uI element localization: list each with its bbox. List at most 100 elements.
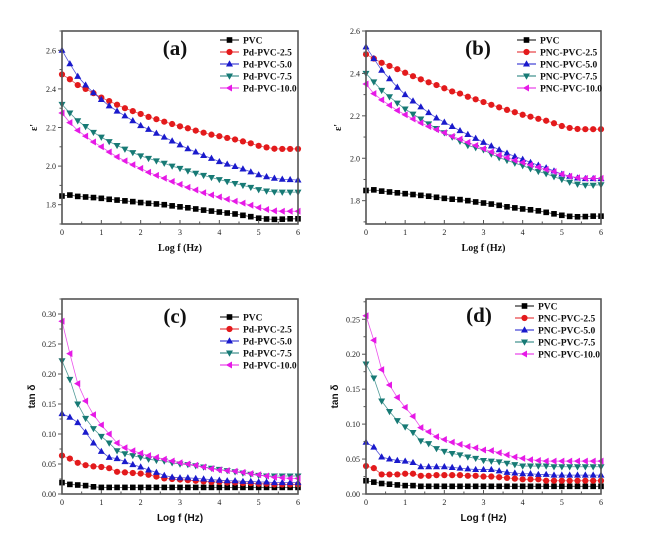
x-tick-label: 4 (217, 498, 221, 507)
data-point (231, 477, 239, 484)
data-point (231, 467, 238, 475)
x-tick-label: 3 (178, 498, 182, 507)
y-tick-label: 0.10 (346, 420, 360, 429)
data-point (105, 430, 112, 438)
y-axis-title: ε' (29, 124, 40, 131)
data-point (224, 210, 230, 216)
data-point (287, 215, 293, 222)
x-axis-title: Log f (Hz) (460, 513, 506, 524)
data-point (232, 211, 238, 217)
data-point (495, 151, 502, 159)
data-point (74, 459, 81, 466)
data-point (239, 468, 246, 476)
series-pd-pvc-5.0 (58, 46, 302, 183)
x-tick-label: 5 (257, 228, 261, 237)
series-pd-pvc-10.0 (58, 109, 301, 215)
legend: PVC Pd-PVC-2.5 Pd-PVC-5.0 Pd-PVC-7.5 Pd-PVC-… (220, 313, 297, 371)
data-point (471, 142, 479, 150)
data-point (582, 483, 589, 490)
data-point (129, 161, 136, 169)
data-point (74, 118, 82, 125)
data-point (472, 134, 480, 141)
data-point (503, 106, 511, 113)
data-point (82, 415, 90, 423)
data-point (456, 135, 463, 143)
data-point (433, 463, 440, 470)
data-point (129, 150, 137, 157)
data-point (370, 79, 378, 86)
legend-label: PNC-PVC-5.0 (538, 326, 596, 336)
data-point (471, 444, 479, 452)
data-point (105, 453, 113, 460)
data-point (215, 177, 223, 184)
legend-label: PVC (243, 313, 263, 323)
data-point (153, 473, 160, 480)
data-point (512, 205, 518, 211)
data-point (386, 94, 393, 101)
data-point (394, 471, 401, 478)
data-point (472, 455, 480, 463)
legend-label: PNC-PVC-10.0 (538, 350, 600, 360)
legend-marker (226, 60, 233, 67)
data-point (448, 438, 455, 446)
data-point (66, 110, 74, 117)
data-point (480, 473, 487, 480)
legend-marker (226, 48, 233, 56)
data-point (113, 153, 120, 161)
data-point (464, 454, 472, 461)
legend-item: PNC-PVC-10.0 (515, 350, 600, 360)
legend-label: Pd-PVC-7.5 (243, 349, 292, 359)
data-point (496, 202, 502, 209)
data-point (216, 133, 223, 140)
data-point (113, 142, 121, 150)
data-point (566, 213, 573, 220)
data-point (386, 481, 393, 488)
data-point (386, 409, 393, 416)
x-tick-label: 5 (257, 498, 261, 507)
data-point (480, 483, 487, 490)
data-point (527, 470, 534, 477)
legend-item: Pd-PVC-7.5 (220, 349, 292, 359)
data-point (511, 462, 519, 469)
data-point (168, 457, 175, 465)
data-point (74, 126, 81, 134)
data-point (208, 131, 215, 138)
data-point (495, 467, 503, 474)
y-axis-title: tan δ (27, 385, 38, 409)
y-tick-label: 2.0 (46, 162, 56, 171)
data-point (409, 115, 416, 123)
data-point (98, 195, 105, 202)
data-point (263, 188, 271, 195)
data-point (169, 484, 175, 491)
data-point (97, 134, 105, 141)
legend-label: PVC (538, 302, 558, 312)
data-point (511, 109, 518, 116)
data-point (247, 140, 254, 147)
data-point (378, 66, 386, 73)
data-point (208, 208, 215, 214)
data-point (121, 451, 129, 458)
data-point (263, 216, 270, 222)
data-point (153, 484, 160, 491)
data-point (472, 472, 479, 479)
data-point (480, 200, 487, 206)
x-axis-title: Log f (Hz) (462, 243, 506, 254)
data-point (377, 96, 385, 104)
data-point (82, 194, 89, 200)
data-point (278, 207, 285, 215)
data-point (590, 126, 597, 133)
data-point (239, 138, 247, 145)
x-tick-label: 6 (599, 228, 603, 237)
x-tick-label: 6 (296, 228, 300, 237)
data-point (503, 460, 511, 467)
data-point (248, 484, 254, 491)
data-point (248, 213, 254, 220)
data-point (565, 172, 573, 180)
data-point (262, 472, 270, 480)
data-point (581, 174, 588, 182)
data-point (286, 474, 293, 482)
data-point (271, 216, 278, 223)
legend-label: Pd-PVC-2.5 (243, 48, 292, 58)
data-point (67, 192, 73, 198)
data-point (137, 199, 144, 206)
